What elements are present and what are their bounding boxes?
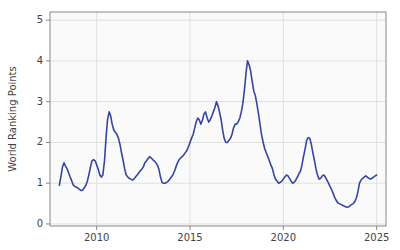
y-tick-label: 2 [37, 136, 43, 147]
y-tick-label: 0 [37, 218, 43, 229]
series-group [59, 61, 376, 207]
x-tick-label: 2025 [364, 232, 389, 243]
x-tick-label: 2010 [84, 232, 109, 243]
plot-background [50, 12, 386, 226]
y-tick-label: 5 [37, 14, 43, 25]
axes: 0 1 2 3 4 5 2010 2015 2020 2025 [37, 12, 390, 243]
chart-svg: 0 1 2 3 4 5 2010 2015 2020 2025 World Ranking Poin… [0, 0, 400, 250]
y-grid-line [50, 223, 386, 224]
x-tick [283, 226, 284, 230]
y-tick [46, 183, 50, 184]
x-tick-label: 2015 [177, 232, 202, 243]
x-grid-line [283, 12, 284, 226]
x-tick [376, 226, 377, 230]
y-axis-label: World Ranking Points [7, 66, 18, 172]
x-grid-line [96, 12, 97, 226]
y-grid-line [50, 101, 386, 102]
y-tick [46, 101, 50, 102]
x-tick [190, 226, 191, 230]
y-tick [46, 60, 50, 61]
y-tick-label: 3 [37, 96, 43, 107]
chart-container: 0 1 2 3 4 5 2010 2015 2020 2025 World Ranking Poin… [0, 0, 400, 250]
plot-frame [50, 12, 386, 226]
data-line [59, 61, 376, 207]
x-grid-line [190, 12, 191, 226]
grid [50, 12, 386, 226]
y-tick-label: 4 [37, 55, 43, 66]
y-grid-line [50, 60, 386, 61]
y-tick-label: 1 [37, 177, 43, 188]
x-tick-label: 2020 [271, 232, 296, 243]
y-grid-line [50, 142, 386, 143]
x-grid-line [376, 12, 377, 226]
y-grid-line [50, 183, 386, 184]
y-tick [46, 223, 50, 224]
x-tick [96, 226, 97, 230]
y-tick [46, 142, 50, 143]
y-grid-line [50, 20, 386, 21]
y-tick [46, 20, 50, 21]
